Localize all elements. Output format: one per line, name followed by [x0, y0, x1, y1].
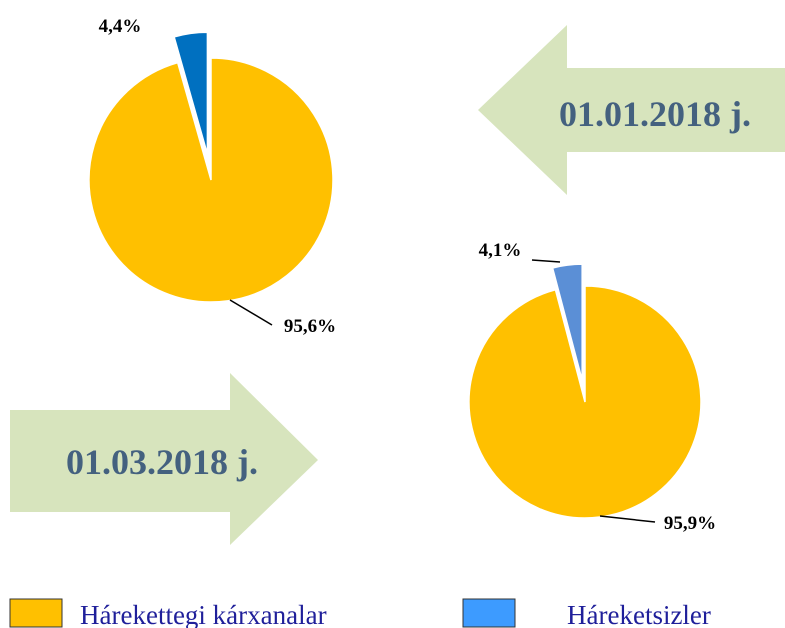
leader-line: [599, 515, 656, 523]
legend-swatch: [9, 598, 63, 628]
data-label: 95,6%: [284, 316, 336, 337]
data-label: 4,4%: [99, 16, 142, 37]
pie-slice: [468, 285, 702, 519]
leader-line: [229, 299, 273, 326]
date-label: 01.03.2018 j.: [66, 442, 258, 482]
pie-slice: [551, 263, 583, 381]
legend-label: Háreketsizler: [567, 600, 711, 628]
arrow: [478, 25, 785, 195]
pie-slice: [88, 57, 334, 303]
leader-line: [531, 259, 561, 263]
legend-label: Hárekettegi kárxanalar: [80, 600, 327, 628]
arrow: [10, 373, 318, 545]
pie-slice: [173, 31, 209, 155]
legend-swatch: [462, 598, 516, 628]
data-label: 95,9%: [664, 513, 716, 534]
data-label: 4,1%: [479, 240, 522, 261]
date-label: 01.01.2018 j.: [559, 94, 751, 134]
